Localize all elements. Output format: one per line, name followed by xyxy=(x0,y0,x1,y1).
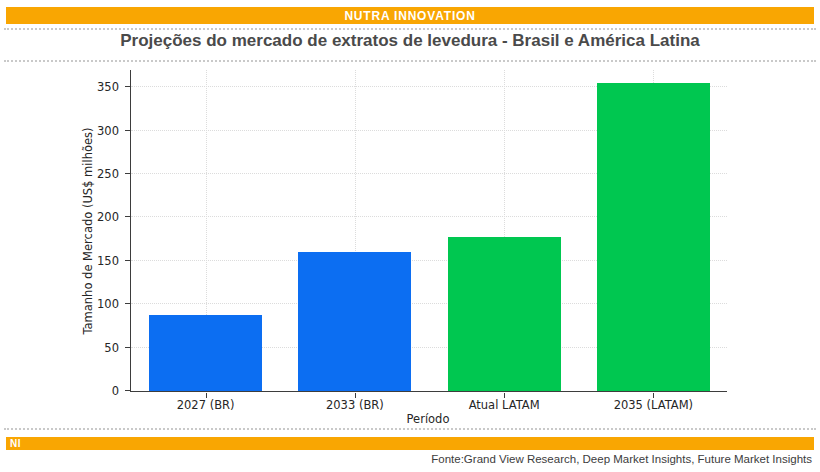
bar-2033-br xyxy=(298,252,411,391)
x-tick-label-atual-latam: Atual LATAM xyxy=(469,398,540,412)
bar-2035-latam xyxy=(597,83,710,391)
header-divider xyxy=(4,28,816,30)
bar-chart-plot-area: 0501001502002503003502027 (BR)2033 (BR)A… xyxy=(130,70,727,392)
page: { "header": { "brand": "NUTRA INNOVATION… xyxy=(0,0,820,472)
x-tick-mark-2033-br xyxy=(355,393,356,398)
y-tick-label-200: 200 xyxy=(97,210,119,224)
y-tick-mark-200 xyxy=(125,216,130,217)
title-divider xyxy=(4,60,816,62)
brand-abbreviation: NI xyxy=(10,438,21,449)
brand-name: NUTRA INNOVATION xyxy=(344,9,475,23)
x-tick-label-2035-latam: 2035 (LATAM) xyxy=(614,398,693,412)
y-tick-label-350: 350 xyxy=(97,80,119,94)
y-tick-mark-100 xyxy=(125,303,130,304)
x-tick-mark-2035-latam xyxy=(653,393,654,398)
x-tick-label-2033-br: 2033 (BR) xyxy=(326,398,384,412)
footer-divider xyxy=(4,428,816,430)
y-tick-mark-350 xyxy=(125,86,130,87)
y-tick-mark-50 xyxy=(125,347,130,348)
y-tick-label-50: 50 xyxy=(104,341,119,355)
y-tick-label-150: 150 xyxy=(97,254,119,268)
y-tick-label-250: 250 xyxy=(97,167,119,181)
y-tick-label-100: 100 xyxy=(97,297,119,311)
y-tick-label-300: 300 xyxy=(97,124,119,138)
x-tick-mark-2027-br xyxy=(206,393,207,398)
x-tick-mark-atual-latam xyxy=(504,393,505,398)
source-citation: Fonte:Grand View Research, Deep Market I… xyxy=(431,453,812,465)
bar-2027-br xyxy=(149,315,262,391)
y-tick-mark-300 xyxy=(125,130,130,131)
header-brand-bar: NUTRA INNOVATION xyxy=(6,7,814,24)
bar-atual-latam xyxy=(448,237,561,391)
y-tick-mark-250 xyxy=(125,173,130,174)
y-tick-label-0: 0 xyxy=(112,384,119,398)
chart-title: Projeções do mercado de extratos de leve… xyxy=(0,31,820,51)
x-axis-title: Período xyxy=(407,412,450,426)
y-tick-mark-0 xyxy=(125,390,130,391)
y-axis-title: Tamanho de Mercado (US$ milhões) xyxy=(81,127,95,334)
x-tick-label-2027-br: 2027 (BR) xyxy=(177,398,235,412)
y-tick-mark-150 xyxy=(125,260,130,261)
footer-brand-bar: NI xyxy=(6,437,814,450)
